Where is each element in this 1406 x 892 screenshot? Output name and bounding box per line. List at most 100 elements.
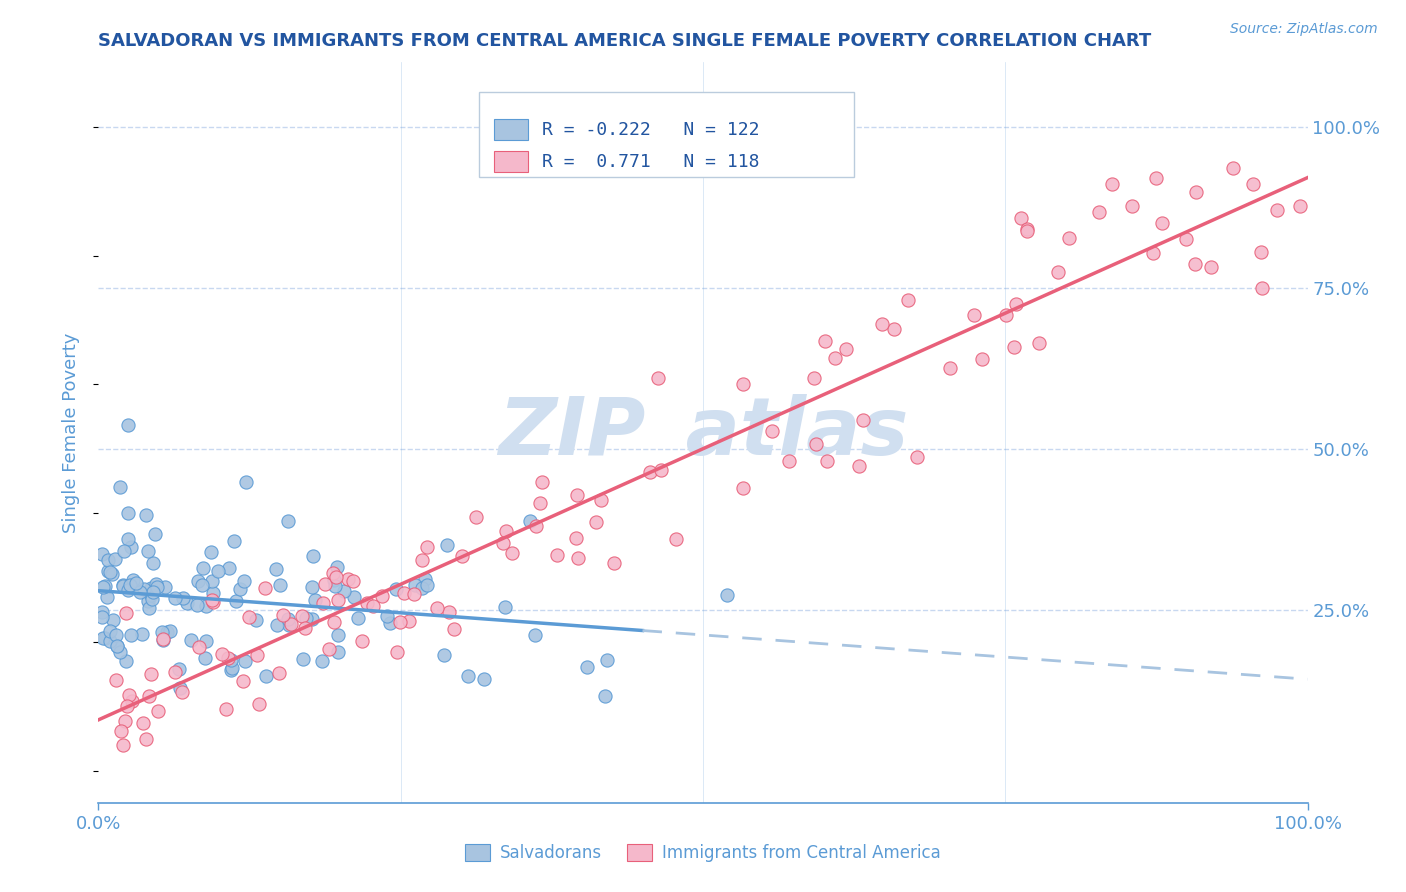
Point (326, 559, 349, 574)
Point (804, 436, 827, 450)
Point (529, 496, 551, 510)
Point (524, 628, 547, 642)
Point (187, 574, 209, 588)
Point (125, 575, 148, 590)
Point (112, 579, 135, 593)
Point (278, 617, 301, 632)
Point (194, 633, 217, 648)
Point (905, 450, 928, 465)
Point (280, 617, 302, 632)
Point (176, 596, 198, 610)
Point (120, 540, 142, 554)
Point (342, 574, 364, 588)
Point (245, 613, 267, 627)
Point (266, 618, 288, 632)
Point (603, 556, 626, 570)
Point (91, 547, 114, 561)
Point (96, 590, 118, 604)
Point (117, 417, 139, 432)
Point (1289, 199, 1312, 213)
Point (361, 599, 384, 613)
Point (165, 591, 187, 606)
Point (224, 533, 246, 548)
Point (169, 662, 191, 676)
Point (824, 351, 846, 366)
Point (664, 532, 686, 546)
Point (585, 515, 607, 529)
Point (647, 371, 669, 385)
Y-axis label: Single Female Poverty: Single Female Poverty (62, 333, 80, 533)
Point (437, 605, 460, 619)
Point (803, 370, 825, 384)
Point (145, 577, 167, 591)
Point (1222, 161, 1244, 175)
Point (565, 531, 588, 545)
Point (94, 579, 117, 593)
Point (1015, 222, 1038, 236)
Point (186, 599, 208, 613)
Point (139, 666, 162, 681)
Point (1002, 340, 1025, 354)
Point (1184, 257, 1206, 271)
Point (225, 594, 247, 608)
Point (411, 552, 433, 566)
Point (304, 593, 326, 607)
Point (194, 651, 217, 665)
Point (494, 599, 516, 614)
Point (117, 506, 139, 520)
Point (159, 624, 181, 639)
Point (465, 509, 488, 524)
Point (301, 612, 323, 626)
Point (134, 582, 156, 596)
Point (277, 612, 299, 626)
Point (416, 578, 439, 592)
Point (93, 632, 115, 646)
Point (596, 653, 619, 667)
Point (238, 609, 260, 624)
Point (322, 573, 344, 587)
Point (112, 578, 135, 592)
Point (117, 698, 139, 713)
Point (233, 574, 256, 589)
Point (328, 592, 350, 607)
Point (883, 321, 905, 335)
Point (326, 645, 349, 659)
Point (117, 533, 139, 547)
Point (531, 475, 554, 490)
Point (219, 663, 242, 677)
Point (375, 608, 398, 623)
Point (546, 548, 568, 562)
Point (385, 645, 408, 659)
Point (201, 593, 224, 607)
Point (413, 572, 436, 586)
Point (761, 425, 783, 439)
Point (135, 508, 157, 523)
Point (98, 634, 121, 648)
Point (1088, 205, 1111, 219)
Point (404, 578, 426, 592)
Point (98, 624, 121, 639)
Point (200, 544, 222, 558)
Point (443, 622, 465, 636)
Point (398, 614, 420, 628)
Point (302, 549, 325, 563)
Point (1010, 211, 1032, 225)
Point (232, 674, 254, 689)
Point (835, 342, 858, 356)
Point (457, 669, 479, 683)
Point (848, 459, 870, 474)
Point (155, 625, 177, 640)
Point (138, 593, 160, 607)
Point (328, 628, 350, 642)
Text: SALVADORAN VS IMMIGRANTS FROM CENTRAL AMERICA SINGLE FEMALE POVERTY CORRELATION : SALVADORAN VS IMMIGRANTS FROM CENTRAL AM… (98, 32, 1152, 50)
FancyBboxPatch shape (494, 152, 527, 172)
Point (451, 549, 474, 563)
Point (105, 639, 128, 653)
Point (897, 293, 920, 308)
Point (1201, 260, 1223, 274)
Point (994, 308, 1017, 322)
Point (733, 377, 755, 392)
Point (426, 601, 449, 615)
Point (153, 580, 176, 594)
Point (110, 480, 132, 494)
